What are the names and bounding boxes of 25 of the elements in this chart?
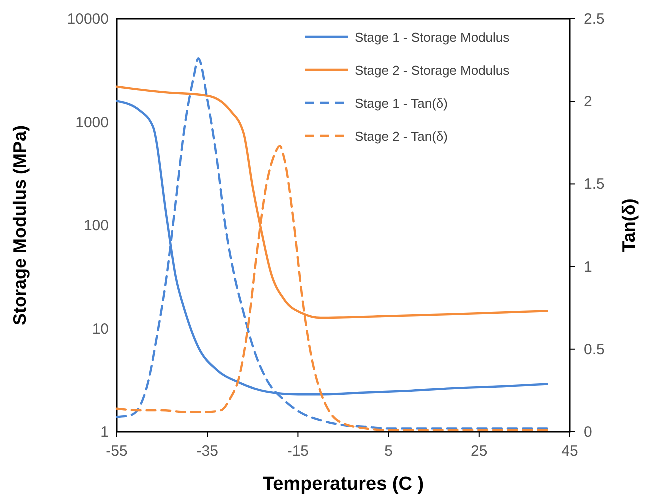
y-tick-label: 100 xyxy=(84,218,109,234)
legend-label: Stage 1 - Tan(δ) xyxy=(355,96,448,111)
line-series xyxy=(116,58,548,430)
y-tick-label: 1 xyxy=(100,424,109,441)
legend-label: Stage 1 - Storage Modulus xyxy=(355,30,510,45)
x-tick-label: -55 xyxy=(106,443,128,460)
y2-tick-label: 0.5 xyxy=(584,341,605,358)
y-tick-label: 10 xyxy=(92,320,109,338)
y2-tick-label: 2.5 xyxy=(584,11,605,28)
legend-label: Stage 2 - Tan(δ) xyxy=(355,129,448,144)
x-tick-label: -35 xyxy=(196,443,218,460)
legend-label: Stage 2 - Storage Modulus xyxy=(355,63,510,78)
y2-tick-label: 1 xyxy=(584,258,592,276)
y2-tick-label: 0 xyxy=(584,424,592,441)
x-tick-label: 5 xyxy=(384,443,393,460)
y-tick-label: 1000 xyxy=(76,114,109,132)
x-axis-title: Temperatures (C ) xyxy=(262,474,424,495)
x-tick-label: 45 xyxy=(562,443,578,460)
y2-tick-label: 1.5 xyxy=(584,176,605,194)
y-tick-label: 10000 xyxy=(67,11,109,28)
y2-tick-label: 2 xyxy=(584,94,592,111)
y-axis-title: Storage Modulus (MPa) xyxy=(10,125,30,326)
x-tick-label: -15 xyxy=(287,443,310,460)
y2-axis-title: Tan(δ) xyxy=(619,198,639,252)
x-tick-label: 25 xyxy=(471,443,488,460)
